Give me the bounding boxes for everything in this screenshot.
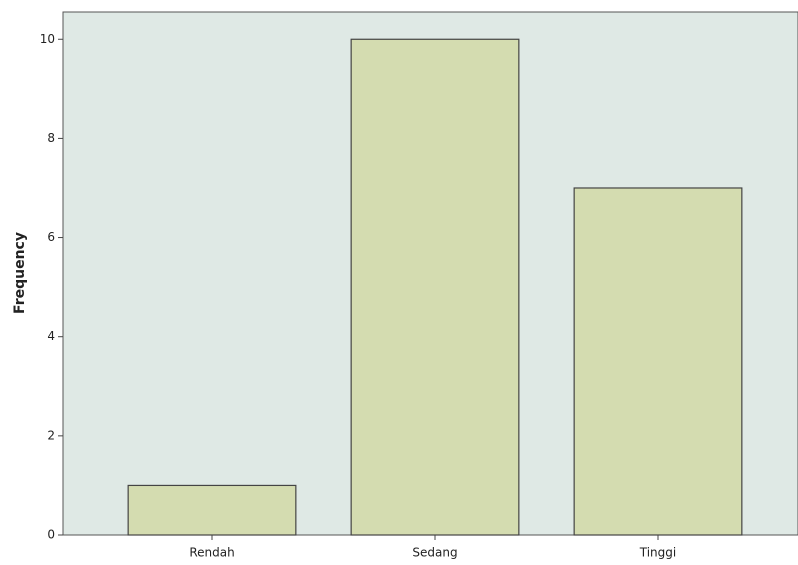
y-tick-label: 8 (47, 131, 55, 145)
x-tick-label: Tinggi (639, 546, 676, 560)
y-tick-label: 6 (47, 230, 55, 244)
bar (350, 38, 520, 536)
bar (573, 187, 743, 536)
x-tick-label: Rendah (189, 546, 234, 560)
bar (127, 484, 297, 536)
y-axis-label: Frequency (12, 232, 28, 314)
y-tick-label: 10 (40, 32, 55, 46)
y-tick-label: 0 (47, 528, 55, 542)
y-tick-label: 2 (47, 428, 55, 442)
x-tick-label: Sedang (412, 546, 457, 560)
y-tick-label: 4 (47, 329, 55, 343)
